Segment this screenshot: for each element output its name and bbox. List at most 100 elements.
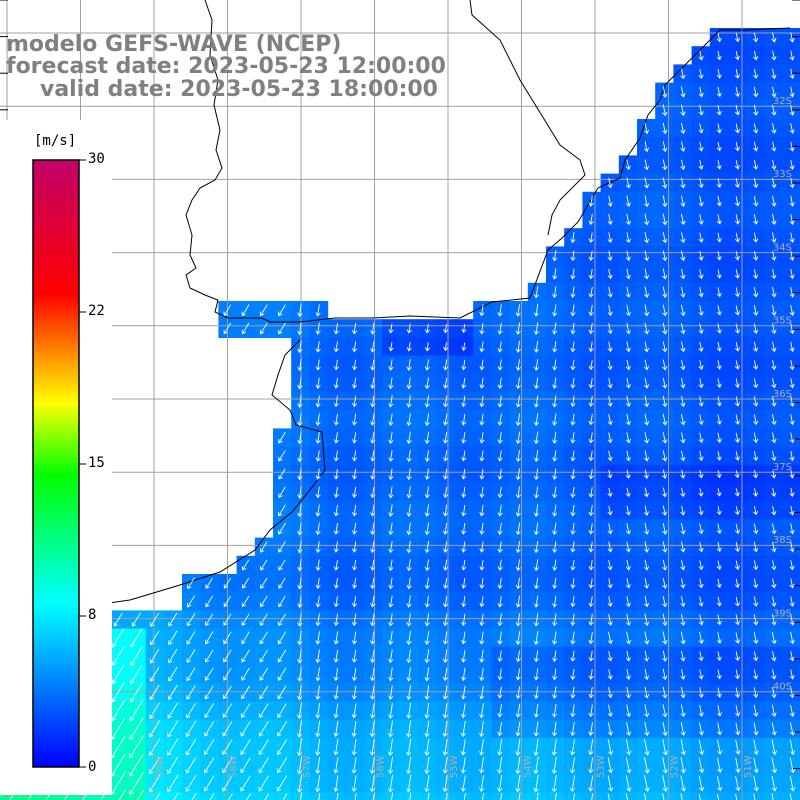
wind-arrow <box>351 631 358 645</box>
wind-arrow <box>203 775 215 792</box>
wind-arrow <box>552 304 558 317</box>
wind-arrow <box>789 722 795 736</box>
wind-arrow <box>333 613 339 627</box>
wind-arrow <box>607 651 613 662</box>
wind-arrow <box>241 595 250 608</box>
wind-arrow <box>388 667 394 682</box>
wind-arrow <box>588 722 594 736</box>
wind-speed-cell <box>782 392 800 411</box>
wind-arrow <box>297 322 303 336</box>
wind-arrow <box>276 721 287 737</box>
wind-arrow <box>148 720 161 738</box>
wind-arrow <box>643 141 650 153</box>
wind-arrow <box>497 341 503 353</box>
wind-arrow <box>461 541 467 553</box>
wind-arrow <box>753 32 759 43</box>
wind-arrow <box>570 432 576 444</box>
wind-arrow <box>241 304 250 317</box>
wind-arrow <box>771 104 777 116</box>
wind-arrow <box>406 631 412 646</box>
wind-arrow <box>662 159 668 171</box>
wind-arrow <box>406 774 412 793</box>
wind-arrow <box>643 487 650 498</box>
wind-arrow <box>716 651 722 662</box>
wind-arrow <box>443 342 449 352</box>
wind-speed-cell <box>782 483 800 502</box>
wind-arrow <box>570 541 576 553</box>
wind-arrow <box>643 159 650 171</box>
wind-arrow <box>515 668 521 681</box>
wind-arrow <box>424 613 430 627</box>
wind-speed-cell <box>782 119 800 138</box>
wind-arrow <box>588 414 594 426</box>
wind-arrow <box>789 487 795 497</box>
wind-arrow <box>643 578 650 589</box>
wind-arrow <box>424 685 430 700</box>
wind-arrow <box>533 304 540 317</box>
wind-arrow <box>296 756 303 775</box>
wind-speed-cell <box>782 64 800 84</box>
wind-speed-cell <box>782 246 800 266</box>
wind-arrow <box>716 305 722 316</box>
wind-arrow <box>698 378 704 389</box>
wind-arrow <box>406 540 412 554</box>
wind-arrow <box>278 322 286 335</box>
wind-arrow <box>168 630 178 646</box>
wind-speed-cell <box>782 464 800 484</box>
wind-arrow <box>570 504 576 517</box>
wind-arrow <box>424 359 430 371</box>
wind-arrow <box>406 323 412 334</box>
wind-arrow <box>607 177 613 189</box>
wind-arrow <box>424 450 430 462</box>
wind-arrow <box>478 739 485 756</box>
wind-arrow <box>625 650 631 662</box>
wind-arrow <box>315 450 321 462</box>
wind-arrow <box>680 86 686 98</box>
wind-speed-cell <box>782 428 800 448</box>
wind-arrow <box>662 757 668 774</box>
wind-arrow <box>533 395 540 408</box>
wind-arrow <box>753 414 759 426</box>
wind-arrow <box>753 596 759 607</box>
wind-arrow <box>644 704 650 718</box>
wind-arrow <box>680 793 683 800</box>
colorbar-tick-0: 0 <box>88 759 97 775</box>
wind-arrow <box>570 523 576 535</box>
wind-arrow <box>753 432 759 444</box>
wind-arrow <box>753 104 759 116</box>
wind-arrow <box>680 757 687 774</box>
wind-arrow <box>753 451 759 461</box>
wind-speed-cell <box>182 792 201 800</box>
wind-arrow <box>391 792 394 800</box>
wind-arrow <box>662 86 668 98</box>
wind-arrow <box>789 578 795 589</box>
wind-arrow <box>734 141 740 152</box>
wind-arrow <box>753 214 759 225</box>
wind-arrow <box>333 775 339 792</box>
wind-arrow <box>698 578 704 589</box>
wind-arrow <box>771 596 777 607</box>
wind-arrow <box>222 739 233 755</box>
wind-arrow <box>662 141 668 153</box>
wind-arrow <box>282 793 288 800</box>
wind-arrow <box>388 377 394 390</box>
wind-arrow <box>789 669 795 680</box>
wind-arrow <box>753 687 759 699</box>
wind-arrow <box>680 413 686 426</box>
wind-arrow <box>388 540 394 554</box>
wind-arrow <box>479 596 485 608</box>
wind-arrow <box>551 721 558 737</box>
wind-arrow <box>771 86 777 98</box>
wind-arrow <box>716 105 722 116</box>
wind-arrow <box>240 703 251 718</box>
wind-arrow <box>643 469 649 479</box>
wind-arrow <box>607 250 613 261</box>
wind-arrow <box>259 322 268 335</box>
wind-arrow <box>753 523 759 535</box>
wind-arrow <box>259 685 269 700</box>
wind-arrow <box>461 450 467 462</box>
wind-arrow <box>644 722 650 737</box>
wind-arrow <box>478 721 485 738</box>
wind-arrow <box>351 341 358 353</box>
wind-arrow <box>643 668 650 681</box>
